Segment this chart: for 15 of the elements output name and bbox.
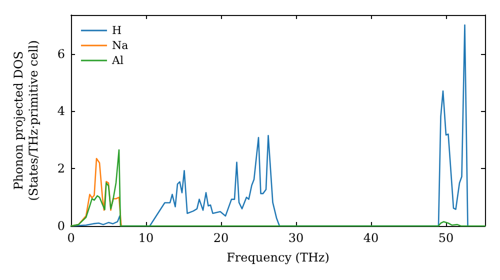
y-tick-label: 2 [57,162,65,176]
x-tick-label: 20 [213,231,229,245]
x-tick-label: 40 [363,231,379,245]
y-tick-label: 0 [57,219,65,233]
legend-label: Al [111,54,124,67]
x-axis-title: Frequency (THz) [226,250,330,264]
x-tick-label: 50 [438,231,454,245]
legend-label: H [112,24,122,37]
x-tick-label: 0 [67,231,75,245]
y-tick-label: 4 [57,104,66,118]
legend-label: Na [112,39,129,52]
y-tick-label: 6 [57,46,65,61]
x-tick-label: 10 [138,231,154,245]
x-tick-label: 30 [288,231,304,245]
y-axis-title: Phonon projected DOS (States/THz·primitive cell) [12,40,40,201]
